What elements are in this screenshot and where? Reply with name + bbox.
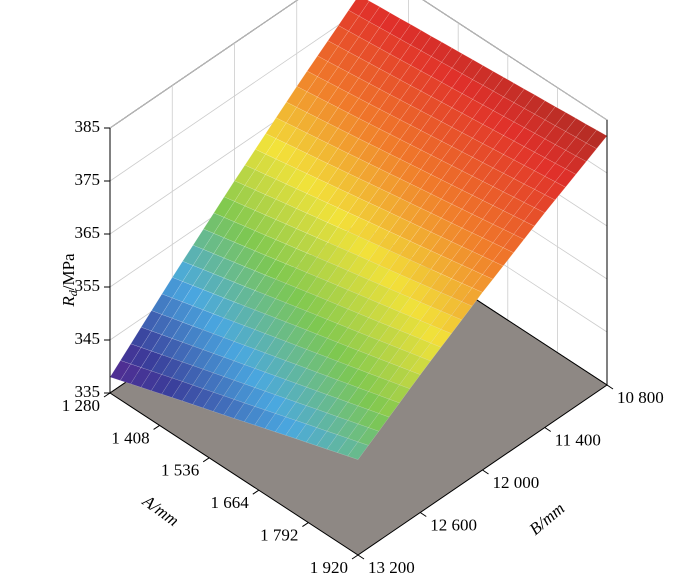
y-tick xyxy=(544,427,552,432)
x-tick-label: 1 792 xyxy=(260,526,298,545)
x-tick-label: 1 664 xyxy=(211,493,250,512)
y-tick-label: 10 800 xyxy=(617,388,664,407)
z-label-unit: /MPa xyxy=(59,253,78,290)
z-tick-label: 345 xyxy=(75,329,101,348)
x-tick-label: 1 536 xyxy=(161,461,199,480)
z-axis-label: Rd/MPa xyxy=(59,253,80,308)
z-tick-label: 385 xyxy=(75,117,101,136)
surface-cell xyxy=(482,260,504,280)
surface-cell xyxy=(388,384,411,404)
surface-cell xyxy=(565,155,587,175)
y-tick xyxy=(606,384,614,390)
x-tick-label: 1 408 xyxy=(111,428,149,447)
x-tick xyxy=(302,522,309,528)
y-tick xyxy=(419,512,427,517)
surface-cell xyxy=(430,329,452,348)
y-tick-label: 12 000 xyxy=(493,473,540,492)
surface-cell xyxy=(492,247,514,267)
y-tick-label: 13 200 xyxy=(368,558,415,577)
x-tick xyxy=(202,457,210,463)
x-axis-label: A/mm xyxy=(138,491,182,530)
x-tick xyxy=(103,392,111,398)
axes: 335 345 355 365 375 385 1 280 1 408 1 536 1 664 1 … xyxy=(62,117,664,577)
x-tick xyxy=(153,424,160,430)
z-label-subscript: d xyxy=(66,289,80,296)
surface-cell xyxy=(347,441,369,460)
z-tick-label: 335 xyxy=(75,382,101,401)
y-axis-label: B/mm xyxy=(526,499,569,539)
z-tick-label: 375 xyxy=(75,170,101,189)
x-tick-label: 1 920 xyxy=(310,558,348,577)
z-tick-label: 355 xyxy=(75,276,101,295)
surface-cell xyxy=(502,234,525,253)
surface xyxy=(109,0,608,460)
y-tick xyxy=(482,469,489,475)
grid-line xyxy=(109,0,608,129)
z-label-symbol: R xyxy=(59,296,78,308)
x-tick xyxy=(252,489,260,495)
y-tick-label: 11 400 xyxy=(555,430,601,449)
z-tick-label: 365 xyxy=(75,223,101,242)
surface-cell xyxy=(368,413,390,432)
x-tick xyxy=(351,554,359,560)
y-tick xyxy=(357,554,365,560)
surface-cell xyxy=(409,356,431,375)
surface-cell xyxy=(440,315,463,334)
x-tick-label: 1 280 xyxy=(62,396,100,415)
y-tick-label: 12 600 xyxy=(430,515,477,534)
